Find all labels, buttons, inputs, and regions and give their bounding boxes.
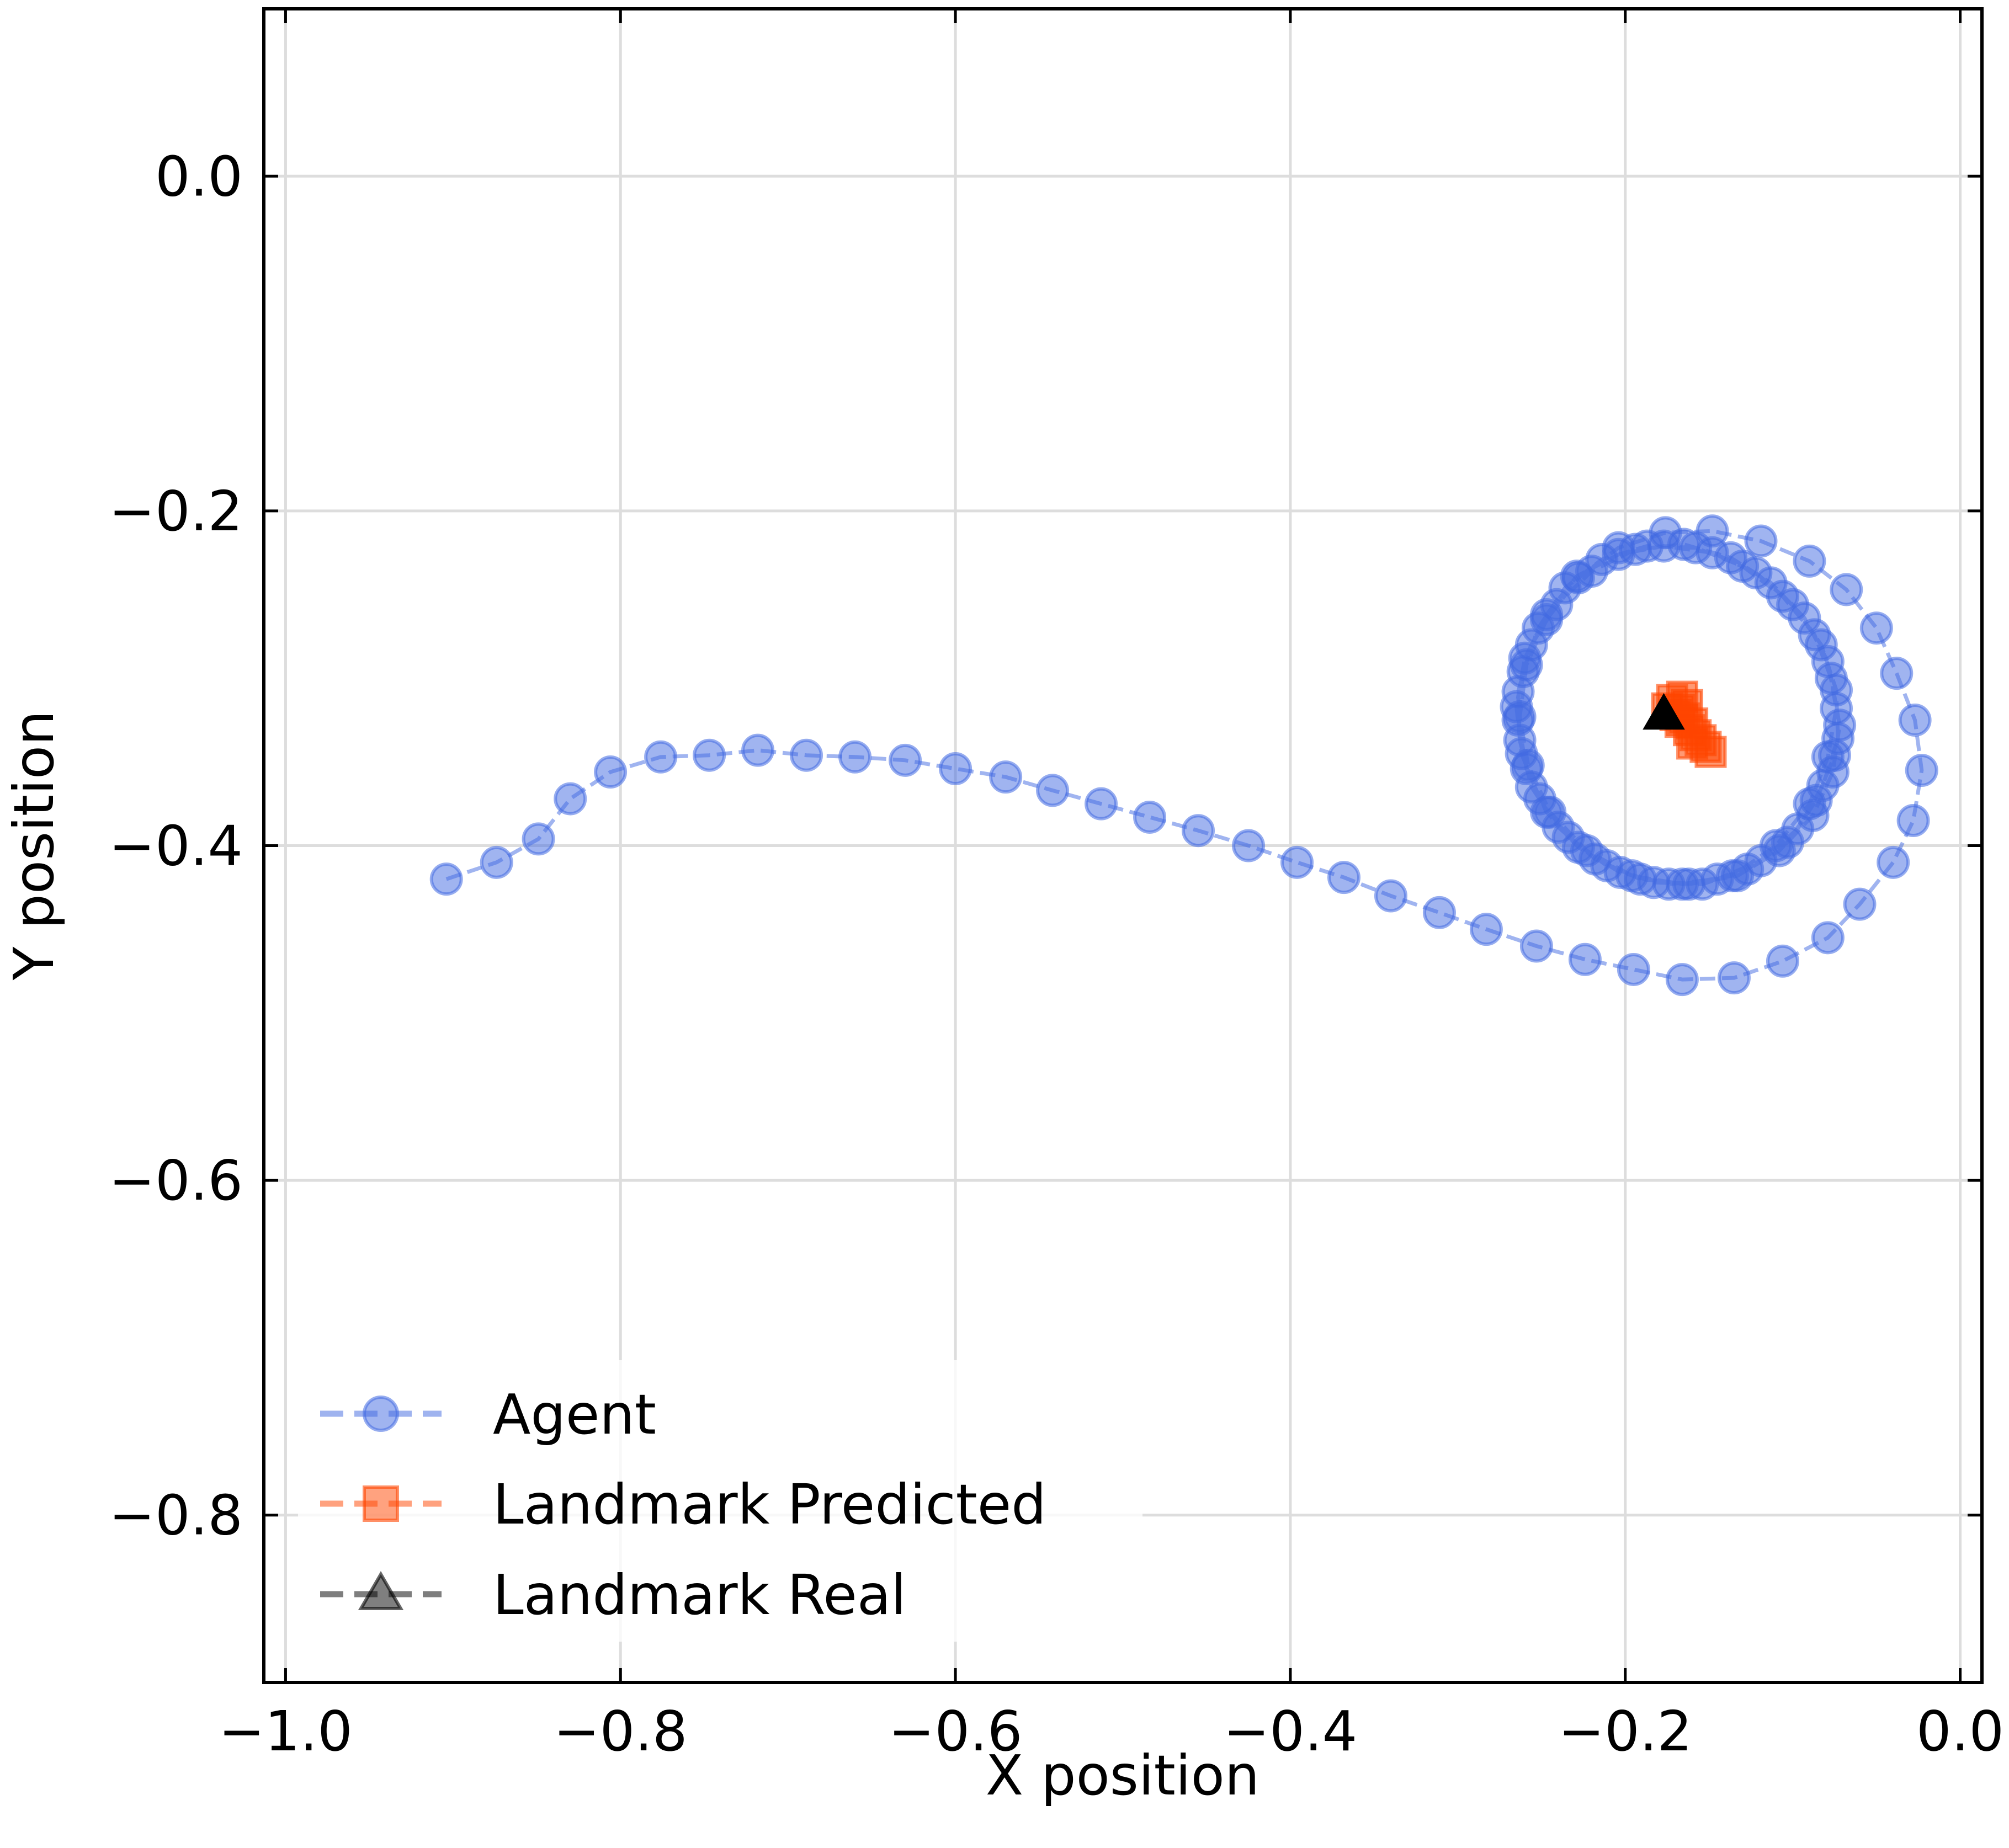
agent-point xyxy=(790,738,823,772)
agent-point xyxy=(1665,963,1699,997)
axes: −1.0 −0.8 −0.6 −0.4 −0.2 0.0 0.0−0.2−0.4−0.6−… xyxy=(109,7,2004,1764)
agent-point xyxy=(1877,845,1910,879)
agent-point xyxy=(1811,921,1845,955)
x-tick-label: −0.8 xyxy=(554,1699,688,1764)
agent-point xyxy=(1637,866,1671,899)
agent-point xyxy=(1280,845,1314,879)
x-tick-label: 0.0 xyxy=(1916,1699,2004,1764)
agent-point xyxy=(1717,961,1751,995)
agent-point xyxy=(1776,588,1810,621)
agent-point xyxy=(594,755,628,789)
agent-point xyxy=(1530,598,1564,631)
agent-point xyxy=(1617,952,1650,986)
x-tick-label: −0.4 xyxy=(1223,1699,1357,1764)
landmark-real-point xyxy=(1643,693,1685,730)
agent-point xyxy=(644,740,678,774)
y-tick-label: −0.8 xyxy=(109,1483,243,1548)
legend-entry: Landmark Real xyxy=(320,1563,906,1627)
x-tick-label: −0.6 xyxy=(889,1699,1023,1764)
y-tick-label: 0.0 xyxy=(155,144,243,209)
agent-point xyxy=(1422,896,1456,929)
agent-point xyxy=(1766,944,1799,978)
agent-point xyxy=(1508,641,1542,675)
y-axis-ticks: 0.0 −0.2 −0.4 −0.6 −0.8 xyxy=(109,144,1982,1548)
legend-label: Agent xyxy=(493,1382,656,1447)
agent-point xyxy=(1133,800,1167,834)
agent-point xyxy=(1804,628,1838,662)
agent-point xyxy=(1696,536,1729,569)
agent-point xyxy=(554,782,587,816)
agent-point xyxy=(1830,573,1863,606)
agent-point xyxy=(1523,782,1556,816)
agent-point xyxy=(1036,774,1070,807)
agent-point xyxy=(1731,852,1764,886)
agent-point xyxy=(1602,537,1635,571)
agent-point xyxy=(693,738,726,772)
agent-point xyxy=(1898,704,1932,737)
agent-point xyxy=(522,822,555,856)
agent-point xyxy=(838,740,872,774)
agent-point xyxy=(1739,556,1773,590)
legend-entry: Agent xyxy=(320,1382,656,1447)
agent-point xyxy=(1519,929,1553,963)
x-tick-label: −0.2 xyxy=(1558,1699,1692,1764)
legend: Agent Landmark Predicted Landmark Real xyxy=(298,1360,1142,1642)
legend-circle-marker xyxy=(363,1396,399,1432)
agent-point xyxy=(889,743,922,777)
agent-point xyxy=(1500,690,1533,723)
agent-point xyxy=(1560,560,1593,593)
agent-point xyxy=(429,862,463,896)
agent-point xyxy=(1232,829,1266,862)
agent-point xyxy=(1905,754,1938,787)
agent-point xyxy=(1590,849,1624,882)
agent-point xyxy=(1793,544,1826,578)
agent-point xyxy=(1686,867,1719,901)
x-axis-label: X position xyxy=(986,1743,1259,1808)
agent-point xyxy=(1817,738,1851,772)
agent-point xyxy=(1744,524,1778,558)
agent-point xyxy=(1799,784,1833,817)
agent-point xyxy=(989,760,1023,794)
agent-point xyxy=(1568,942,1602,976)
plot-area xyxy=(429,514,1938,997)
x-axis-ticks: −1.0 −0.8 −0.6 −0.4 −0.2 0.0 xyxy=(219,9,2004,1764)
agent-point xyxy=(1327,861,1361,894)
y-tick-label: −0.2 xyxy=(109,479,243,544)
landmark-predicted-point xyxy=(1694,736,1727,768)
agent-point xyxy=(1771,826,1805,859)
legend-entry: Landmark Predicted xyxy=(320,1472,1046,1537)
agent-point xyxy=(741,733,775,767)
agent-point xyxy=(480,845,513,879)
y-tick-label: −0.4 xyxy=(109,814,243,878)
agent-point xyxy=(1843,887,1877,921)
agent-point xyxy=(1551,821,1585,854)
agent-point xyxy=(1896,804,1930,838)
agent-point xyxy=(939,752,972,785)
agent-point xyxy=(1505,737,1538,770)
agent-point xyxy=(1647,529,1681,563)
x-tick-label: −1.0 xyxy=(219,1699,353,1764)
agent-point xyxy=(1182,814,1215,848)
agent-point xyxy=(1859,611,1893,645)
agent-point xyxy=(1085,787,1118,821)
y-tick-label: −0.6 xyxy=(109,1148,243,1213)
legend-triangle-marker xyxy=(358,1571,404,1610)
legend-label: Landmark Real xyxy=(493,1563,906,1627)
legend-label: Landmark Predicted xyxy=(493,1472,1046,1537)
y-axis-label: Y position xyxy=(2,711,66,981)
agent-point xyxy=(1374,879,1407,913)
legend-square-marker xyxy=(363,1485,399,1522)
agent-point xyxy=(1820,673,1853,707)
agent-point xyxy=(1880,657,1914,690)
agent-point xyxy=(1469,913,1503,946)
